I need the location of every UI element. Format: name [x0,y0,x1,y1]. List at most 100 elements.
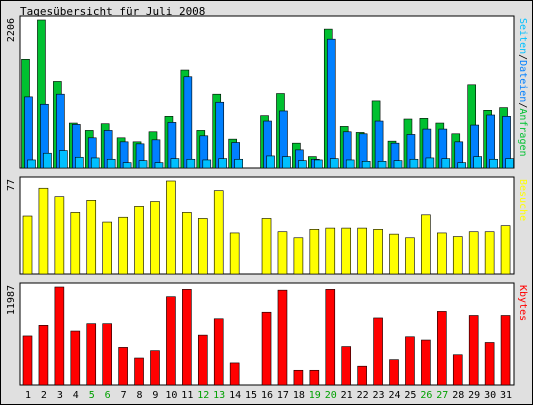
bar-seiten-day-18 [298,160,307,169]
legend-item-requests-3: / [517,102,528,108]
bar-seiten-day-3 [59,150,68,169]
bar-seiten-day-31 [505,158,514,169]
day-axis-labels: 1 2 3 4 5 6 7 8 9 10 11 12 13 14 15 16 17 18 19 20 21 22 23 24 2… [25,390,512,401]
bar-kbytes-day-19 [309,369,320,386]
bar-visits-day-16 [261,218,272,275]
day-label-13: 13 [213,390,225,401]
bar-seiten-day-22 [361,160,371,169]
bar-visits-day-7 [118,216,128,275]
chart-title: Tagesübersicht für Juli 2008 [20,5,205,18]
day-label-1: 1 [25,390,31,401]
bar-kbytes-day-3 [54,286,65,386]
bar-visits-day-1 [22,215,33,275]
bar-visits-day-28 [452,236,463,275]
bar-seiten-day-19 [314,159,323,169]
bar-kbytes-day-25 [405,336,415,386]
day-label-23: 23 [373,390,385,401]
bar-kbytes-day-24 [389,359,399,386]
day-label-6: 6 [105,390,111,401]
panel-kbytes: 11987 Kbytes [6,282,528,386]
bar-seiten-day-5 [90,157,100,169]
max-value-label-requests: 2206 [6,18,17,42]
bar-visits-day-6 [102,221,112,275]
bar-seiten-day-26 [425,157,435,169]
bar-kbytes-day-17 [277,289,288,386]
bar-dateien-day-13 [215,101,225,169]
bar-seiten-day-25 [409,158,419,169]
legend-item-requests-2: Dateien [517,60,528,102]
bar-kbytes-day-13 [213,318,224,386]
bar-seiten-day-2 [43,152,52,169]
legend-visits: Besuche [517,179,528,221]
bar-kbytes-day-16 [261,311,272,386]
bar-visits-day-17 [277,231,288,275]
day-label-31: 31 [500,390,512,401]
day-label-24: 24 [388,390,400,401]
bar-seiten-day-17 [282,156,291,169]
bar-visits-day-21 [341,227,352,275]
bar-kbytes-day-12 [197,334,208,386]
bar-visits-day-12 [197,218,208,275]
bar-kbytes-day-27 [437,311,447,386]
bar-visits-day-22 [357,227,367,275]
day-label-25: 25 [404,390,416,401]
day-label-29: 29 [468,390,480,401]
bar-dateien-day-20 [326,38,336,169]
bar-kbytes-day-29 [468,315,479,386]
bar-seiten-day-27 [441,158,451,169]
panel-requests: 2206 Seiten/Dateien/Anfragen [6,15,528,169]
bar-visits-day-10 [166,180,176,275]
panel-visits: 77 Besuche [6,176,528,275]
bar-visits-day-13 [213,190,224,275]
day-label-18: 18 [293,390,305,401]
bar-seiten-day-9 [154,162,164,169]
bar-kbytes-day-14 [229,362,240,386]
bar-kbytes-day-22 [357,365,367,386]
bar-dateien-day-23 [374,120,384,169]
bar-kbytes-day-6 [102,323,112,386]
bar-visits-day-31 [500,225,511,275]
legend-item-requests-4: Anfragen [517,108,528,156]
day-label-4: 4 [73,390,79,401]
day-label-17: 17 [277,390,289,401]
day-label-9: 9 [152,390,158,401]
bar-kbytes-day-26 [421,339,431,386]
day-label-14: 14 [229,390,241,401]
bar-seiten-day-7 [122,162,132,169]
bar-seiten-day-4 [75,156,84,169]
bar-seiten-day-8 [138,160,148,169]
day-label-8: 8 [137,390,143,401]
day-label-21: 21 [341,390,353,401]
bar-visits-day-27 [437,232,447,275]
bar-kbytes-day-30 [484,342,495,386]
day-label-5: 5 [89,390,95,401]
max-value-label-kbytes: 11987 [6,285,17,315]
day-label-11: 11 [181,390,193,401]
bar-visits-day-2 [38,187,49,275]
day-label-22: 22 [357,390,369,401]
day-label-28: 28 [452,390,464,401]
day-label-16: 16 [261,390,273,401]
bar-visits-day-26 [421,214,431,275]
bar-visits-day-4 [70,212,81,275]
bar-seiten-day-14 [234,158,243,169]
bar-kbytes-day-11 [182,289,192,386]
bar-seiten-day-12 [202,159,212,169]
bar-visits-day-18 [293,237,304,275]
bar-seiten-day-6 [106,158,116,169]
bar-visits-day-23 [373,229,383,275]
bar-visits-day-19 [309,229,320,275]
bar-kbytes-day-28 [452,354,463,386]
bar-visits-day-5 [86,200,97,275]
bar-kbytes-day-10 [166,296,176,386]
bar-visits-day-25 [405,237,415,275]
bar-seiten-day-20 [329,158,339,169]
bar-kbytes-day-23 [373,317,383,386]
bar-kbytes-day-5 [86,323,97,386]
legend-item-visits-0: Besuche [517,179,528,221]
day-label-12: 12 [197,390,209,401]
bar-kbytes-day-2 [38,325,49,386]
day-label-15: 15 [245,390,257,401]
bar-kbytes-day-18 [293,369,304,386]
